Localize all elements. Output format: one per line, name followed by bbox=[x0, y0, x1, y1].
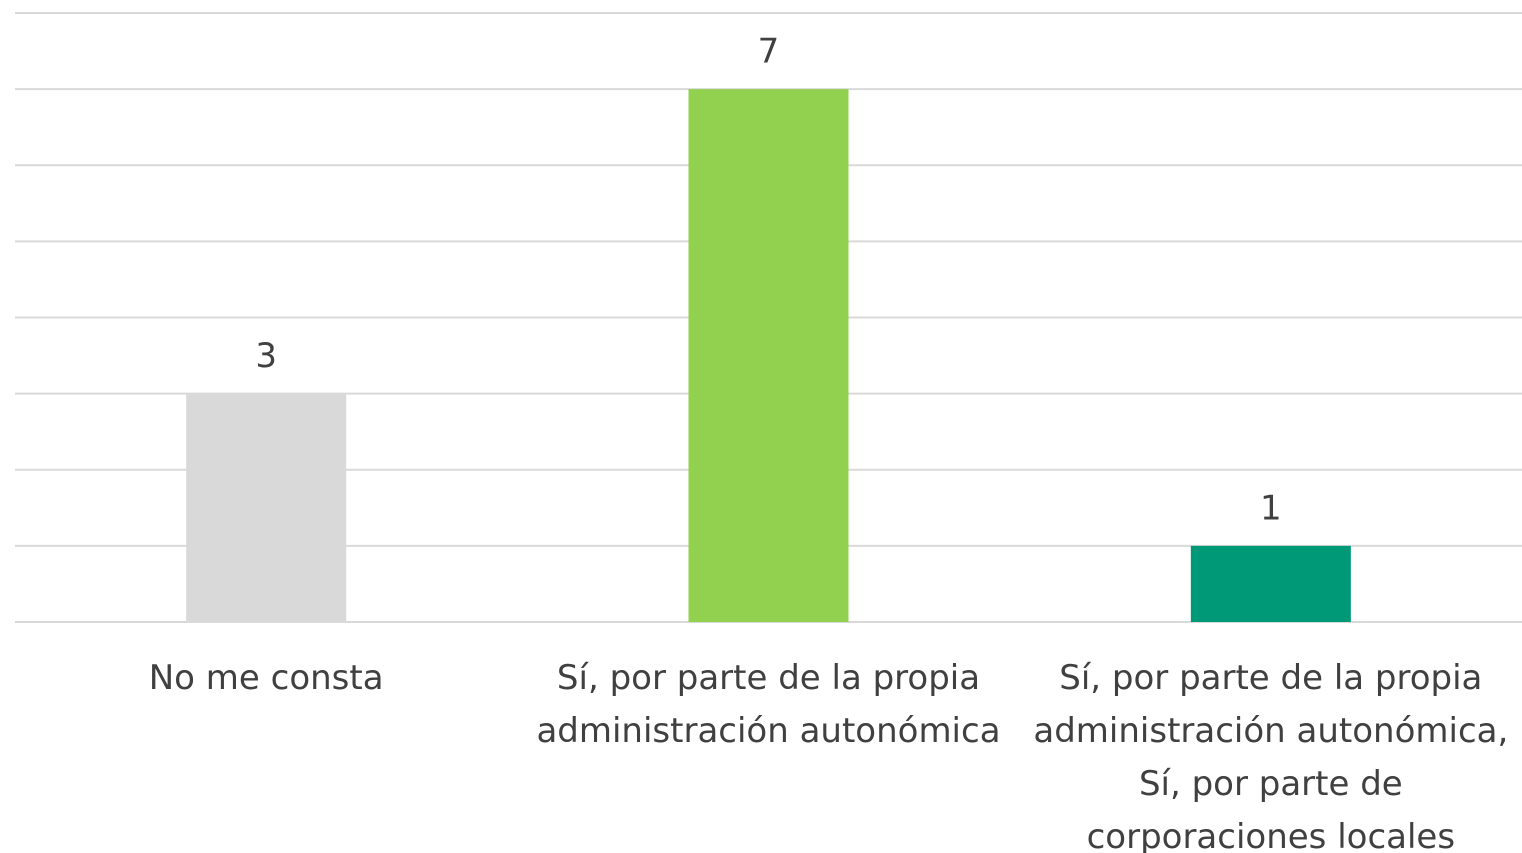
label-line: No me consta bbox=[149, 658, 384, 698]
label-line: Sí, por parte de la propia bbox=[557, 658, 980, 698]
value-label: 7 bbox=[758, 32, 780, 72]
label-line: corporaciones locales bbox=[1087, 817, 1455, 853]
x-tick-label: Sí, por parte de la propia administración… bbox=[536, 658, 1000, 751]
x-tick-label: No me consta bbox=[149, 658, 384, 698]
label-line: administración autonómica, bbox=[1033, 711, 1508, 751]
x-tick-label: Sí, por parte de la propia administración… bbox=[1033, 658, 1508, 853]
value-label: 3 bbox=[255, 336, 277, 376]
value-label: 1 bbox=[1260, 488, 1282, 528]
label-line: Sí, por parte de la propia bbox=[1059, 658, 1482, 698]
bar bbox=[1190, 545, 1351, 622]
bar bbox=[186, 393, 347, 622]
label-line: administración autonómica bbox=[536, 711, 1000, 751]
bar bbox=[688, 89, 849, 622]
label-line: Sí, por parte de bbox=[1139, 764, 1403, 804]
